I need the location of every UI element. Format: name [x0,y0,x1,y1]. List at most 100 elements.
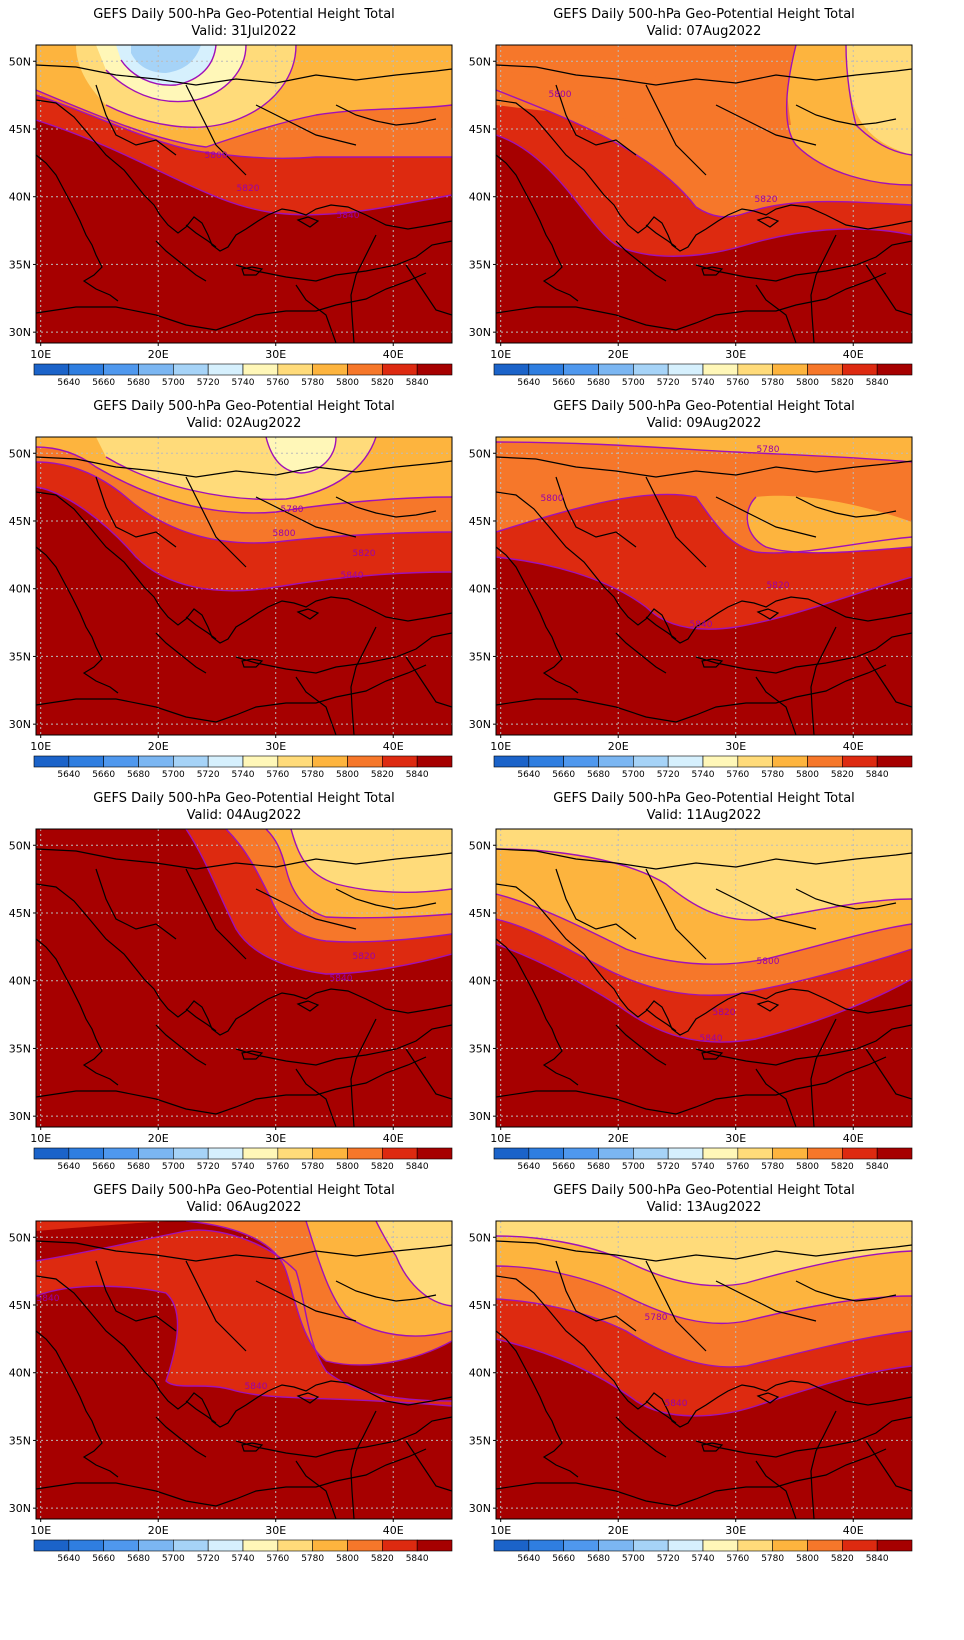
coastline [615,1416,667,1458]
colorbar-label: 5720 [657,1554,680,1564]
coastline [335,496,437,518]
colorbar-label: 5640 [57,1554,80,1564]
map-area: 5780 5800 5820 5840 50N 45N 40N 35N 30N 10E 20E 30E… [469,436,913,753]
colorbar-label: 5800 [336,770,359,780]
coastline [496,1330,579,1478]
coastline [496,664,887,723]
colorbar-swatch [598,1539,634,1552]
lon-label: 20E [608,1524,629,1537]
colorbar-swatch [807,755,843,768]
lat-label: 30N [469,326,491,339]
coastline [241,266,264,276]
colorbar-swatch [667,755,704,768]
lon-label: 10E [490,348,511,361]
map-panel: GEFS Daily 500-hPa Geo-Potential Height … [0,1176,482,1586]
colorbar-label: 5800 [336,1554,359,1564]
coastline [255,1280,357,1322]
lat-label: 45N [469,907,491,920]
map-frame [495,828,913,1128]
colorbar-swatch [33,363,70,376]
panel-valid-date: Valid: 06Aug2022 [187,1200,302,1215]
colorbar-label: 5680 [587,378,610,388]
colorbar-label: 5760 [266,1554,289,1564]
map-panel: GEFS Daily 500-hPa Geo-Potential Height … [0,784,482,1194]
colorbar-swatch [207,1539,244,1552]
coastline [645,84,707,176]
coastline [95,84,177,156]
contour-label: 5840 [337,211,360,221]
colorbar-label: 5640 [517,378,540,388]
coastline [255,888,357,930]
height-band [266,437,336,473]
lat-label: 30N [9,718,31,731]
lon-label: 20E [608,1132,629,1145]
colorbar-swatch [737,755,773,768]
colorbar-swatch [33,1147,70,1160]
coastline [496,1448,887,1507]
lat-label: 50N [9,447,31,460]
coastline [701,658,724,668]
colorbar-swatch [737,1539,773,1552]
coastline [296,1392,320,1404]
contour-line [36,1229,452,1402]
coastline [405,1048,452,1100]
coastline [756,216,780,228]
colorbar-swatch [702,755,739,768]
coastline [715,888,817,930]
lat-label: 30N [469,718,491,731]
lon-label: 30E [725,1524,746,1537]
colorbar: 5640 5660 5680 5700 5720 5740 5760 5780 5800 5820… [33,755,453,780]
panel-valid-date: Valid: 02Aug2022 [187,416,302,431]
lon-label: 40E [843,1132,864,1145]
coastline [36,491,452,644]
colorbar-swatch [702,1147,739,1160]
colorbar-label: 5700 [162,770,185,780]
height-band [36,1286,452,1519]
panel-valid-date: Valid: 13Aug2022 [647,1200,762,1215]
colorbar-label: 5720 [197,378,220,388]
colorbar-swatch [563,1147,599,1160]
lon-label: 20E [148,348,169,361]
colorbar-swatch [598,755,634,768]
colorbar-swatch [382,1539,418,1552]
coastline [185,868,247,960]
coastline [295,1068,337,1127]
panel-title: GEFS Daily 500-hPa Geo-Potential Height … [553,1183,855,1198]
lon-label: 10E [30,740,51,753]
map-panel: GEFS Daily 500-hPa Geo-Potential Height … [460,392,942,802]
panel-title: GEFS Daily 500-hPa Geo-Potential Height … [93,791,395,806]
colorbar: 5640 5660 5680 5700 5720 5740 5760 5780 5800 5820… [493,1539,913,1564]
lon-label: 10E [30,348,51,361]
colorbar-swatch [563,755,599,768]
map-area: 5800 5820 5840 50N 45N 40N 35N 30N 10E 20E 30E 40E [9,44,453,361]
colorbar-label: 5760 [726,1554,749,1564]
coastline [95,476,177,548]
panel-title: GEFS Daily 500-hPa Geo-Potential Height … [553,791,855,806]
map-frame [35,828,453,1128]
coastline [810,1018,837,1127]
colorbar-swatch [277,1539,313,1552]
colorbar-swatch [598,1147,634,1160]
coastline [36,1448,427,1507]
colorbar-label: 5720 [657,770,680,780]
map-panel-svg: GEFS Daily 500-hPa Geo-Potential Height … [469,7,913,388]
map-area: 5780 5840 50N 45N 40N 35N 30N 10E 20E 30E 40E [469,1220,913,1537]
colorbar-swatch [807,363,843,376]
contour-label: 5820 [767,581,790,591]
coastline [555,1260,637,1332]
colorbar-swatch [563,363,599,376]
coastline [95,1260,177,1332]
colorbar-swatch [633,755,669,768]
contour-line [496,1298,912,1368]
lat-label: 40N [9,975,31,988]
colorbar-swatch [173,363,209,376]
map-frame [495,1220,913,1520]
colorbar-label: 5780 [761,1554,784,1564]
coastline [350,1018,377,1127]
colorbar-swatch [702,1539,739,1552]
coastline [865,656,912,708]
coastline [496,1275,912,1428]
lon-label: 30E [725,348,746,361]
lon-label: 10E [30,1524,51,1537]
colorbar-label: 5680 [127,1162,150,1172]
